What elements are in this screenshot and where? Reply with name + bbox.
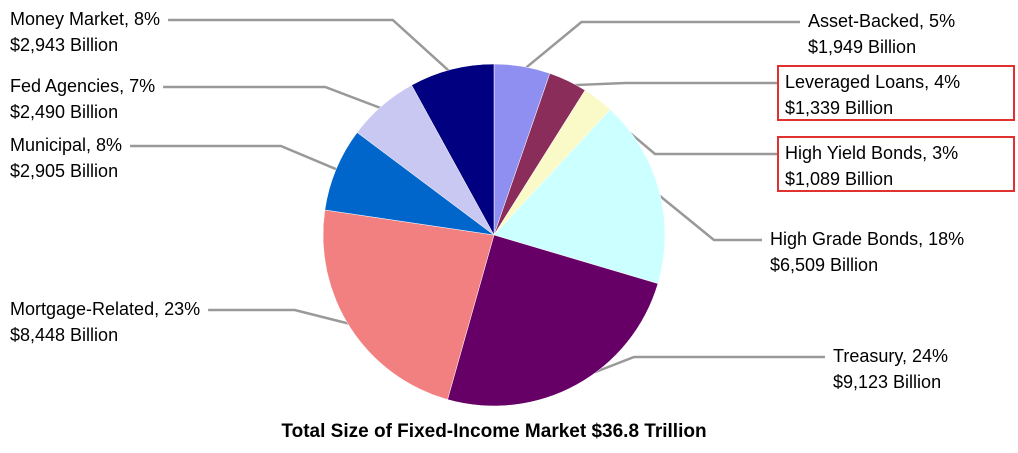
slice-label: High Grade Bonds, 18%: [770, 229, 964, 249]
slice-value-label: $2,905 Billion: [10, 161, 118, 181]
leader-line: [130, 144, 342, 173]
leader-line: [653, 190, 762, 242]
leader-line: [573, 355, 825, 382]
slice-value-label: $8,448 Billion: [10, 325, 118, 345]
slice-value-label: $1,339 Billion: [785, 98, 893, 118]
slice-value-label: $2,490 Billion: [10, 102, 118, 122]
slice-value-label: $2,943 Billion: [10, 35, 118, 55]
leader-line: [168, 18, 454, 76]
leader-line: [208, 308, 356, 327]
pie-slice: [493, 109, 666, 284]
slice-value-label: $9,123 Billion: [833, 372, 941, 392]
chart-title: Total Size of Fixed-Income Market $36.8 …: [281, 421, 706, 442]
pie-slice: [322, 209, 495, 400]
pie-slice: [411, 63, 495, 236]
highlight-box: [777, 65, 1015, 121]
pie-slice: [447, 234, 659, 407]
slice-value-label: $1,949 Billion: [808, 37, 916, 57]
slice-value-label: $6,509 Billion: [770, 255, 878, 275]
slice-label: Asset-Backed, 5%: [808, 11, 955, 31]
slice-label: Mortgage-Related, 23%: [10, 299, 200, 319]
slice-label: Leveraged Loans, 4%: [785, 72, 960, 92]
leader-line: [163, 85, 386, 111]
leader-line: [565, 81, 777, 87]
highlight-box: [777, 136, 1015, 192]
slice-label: High Yield Bonds, 3%: [785, 143, 958, 163]
slice-label: Treasury, 24%: [833, 346, 948, 366]
leader-lines: [130, 18, 825, 382]
slice-label: Money Market, 8%: [10, 9, 160, 29]
slice-label: Fed Agencies, 7%: [10, 76, 155, 96]
slice-label: Municipal, 8%: [10, 135, 122, 155]
leader-line: [520, 20, 800, 73]
slice-value-label: $1,089 Billion: [785, 169, 893, 189]
